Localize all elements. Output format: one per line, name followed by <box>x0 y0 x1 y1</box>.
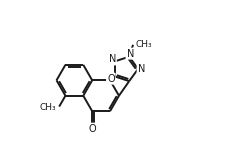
Text: N: N <box>126 49 134 59</box>
Text: O: O <box>107 74 115 84</box>
Text: N: N <box>138 64 145 74</box>
Text: CH₃: CH₃ <box>39 103 56 112</box>
Text: N: N <box>108 54 116 64</box>
Text: CH₃: CH₃ <box>135 39 152 48</box>
Text: O: O <box>88 124 96 134</box>
